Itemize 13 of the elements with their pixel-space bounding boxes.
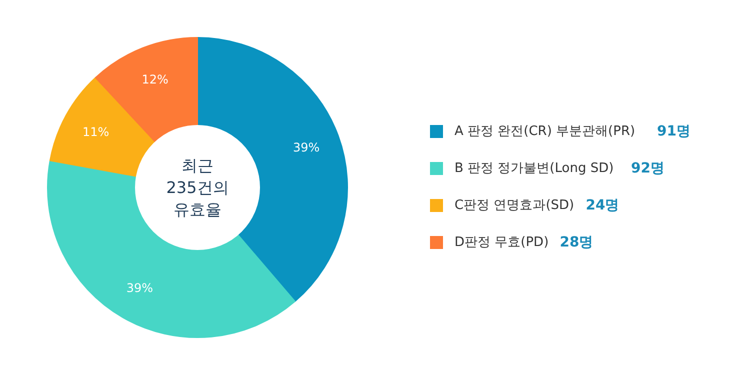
text: 11% — [82, 124, 110, 139]
data-label: 28명 — [560, 234, 594, 250]
text: 39% — [292, 140, 320, 154]
text: 12% — [142, 72, 168, 87]
data-label: 24명 — [586, 198, 620, 214]
legend-label: B 판정 정가불변(Long SD) — [454, 161, 614, 176]
legend-label: C판정 연명효과(SD) — [454, 198, 574, 213]
data-label: 92명 — [630, 160, 664, 176]
text: 최근 235건의 유효율 — [166, 156, 229, 219]
text: 39% — [126, 281, 154, 296]
data-label: 91명 — [656, 124, 690, 140]
legend-label: D판정 무효(PD) — [454, 235, 549, 250]
legend-label: A 판정 완전(CR) 부분관해(PR) — [454, 124, 636, 139]
